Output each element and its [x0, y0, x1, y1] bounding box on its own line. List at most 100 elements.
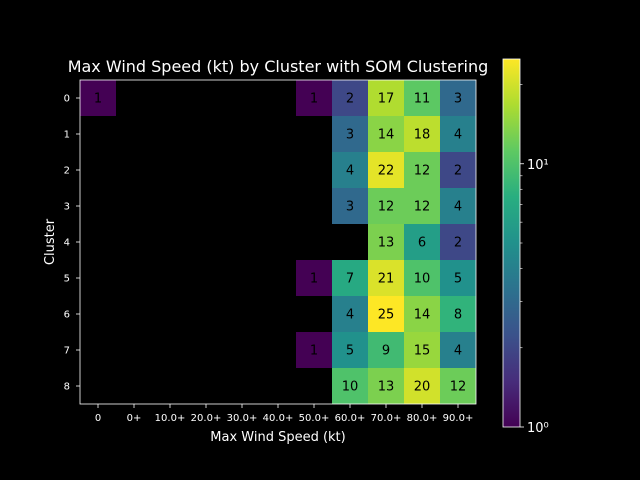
heatmap-cell	[440, 332, 476, 368]
heatmap-cell	[404, 368, 440, 404]
cell-value-label: 25	[378, 308, 395, 323]
x-tick-label: 80.0+	[407, 413, 438, 424]
heatmap-cell	[332, 368, 368, 404]
heatmap-cell	[296, 260, 332, 296]
y-tick-label: 3	[64, 202, 70, 213]
cell-value-label: 12	[414, 164, 431, 179]
cell-value-label: 7	[346, 272, 354, 287]
cell-value-label: 4	[346, 308, 354, 323]
heatmap-cell	[368, 260, 404, 296]
x-tick-label: 20.0+	[191, 413, 222, 424]
cell-value-label: 21	[378, 272, 395, 287]
cell-value-label: 14	[414, 308, 431, 323]
cell-value-label: 22	[378, 164, 395, 179]
cell-value-label: 17	[378, 92, 395, 107]
heatmap-cell	[368, 188, 404, 224]
heatmap-cell	[440, 260, 476, 296]
y-tick-label: 0	[64, 94, 70, 105]
x-tick-label: 40.0+	[263, 413, 294, 424]
heatmap-cell	[332, 152, 368, 188]
cell-value-label: 6	[418, 236, 426, 251]
y-tick-label: 7	[64, 346, 70, 357]
heatmap-cell	[404, 224, 440, 260]
x-tick-label: 0+	[127, 413, 142, 424]
heatmap-cell	[404, 152, 440, 188]
cell-value-label: 12	[414, 200, 431, 215]
cell-value-label: 10	[342, 380, 359, 395]
heatmap-cell	[404, 188, 440, 224]
x-tick-label: 30.0+	[227, 413, 258, 424]
cell-value-label: 8	[454, 308, 462, 323]
heatmap-cell	[404, 80, 440, 116]
heatmap-cell	[440, 80, 476, 116]
heatmap-cell	[440, 368, 476, 404]
x-axis-label: Max Wind Speed (kt)	[210, 430, 345, 445]
cell-value-label: 3	[346, 128, 354, 143]
cell-value-label: 10	[414, 272, 431, 287]
cell-value-label: 1	[310, 344, 318, 359]
cell-value-label: 1	[94, 92, 102, 107]
colorbar-ticks: 10⁰ 10¹	[520, 84, 549, 436]
heatmap-cell	[332, 188, 368, 224]
heatmap-cell	[404, 296, 440, 332]
heatmap-cell	[368, 296, 404, 332]
cell-value-label: 14	[378, 128, 395, 143]
cell-value-label: 1	[310, 272, 318, 287]
y-tick-label: 8	[64, 382, 70, 393]
cell-value-label: 3	[454, 92, 462, 107]
y-tick-label: 1	[64, 130, 70, 141]
cell-value-label: 18	[414, 128, 431, 143]
heatmap-cell	[368, 224, 404, 260]
cell-value-label: 4	[346, 164, 354, 179]
cell-value-label: 4	[454, 344, 462, 359]
chart-title: Max Wind Speed (kt) by Cluster with SOM …	[68, 57, 489, 76]
cell-value-label: 5	[346, 344, 354, 359]
heatmap-cell	[296, 80, 332, 116]
cell-value-label: 2	[346, 92, 354, 107]
colorbar-tick-label: 10⁰	[527, 421, 549, 436]
cell-value-label: 1	[310, 92, 318, 107]
cell-value-label: 2	[454, 164, 462, 179]
cell-value-label: 2	[454, 236, 462, 251]
heatmap-cells: 1 1 2 17 11 33 14 18 44 22 12 23 12 12 413 6 21 7 21 10 54 25…	[80, 80, 476, 404]
cell-value-label: 5	[454, 272, 462, 287]
heatmap-cell	[440, 224, 476, 260]
heatmap-cell	[332, 332, 368, 368]
x-axis-ticks: 0 0+ 10.0+ 20.0+ 30.0+ 40.0+ 50.0+ 60.0+ 70.0+ 80…	[95, 404, 474, 424]
heatmap-cell	[368, 332, 404, 368]
heatmap-cell	[368, 80, 404, 116]
heatmap-cell	[332, 80, 368, 116]
x-tick-label: 60.0+	[335, 413, 366, 424]
heatmap-cell	[368, 152, 404, 188]
cell-value-label: 12	[450, 380, 467, 395]
cell-value-label: 15	[414, 344, 431, 359]
cell-value-label: 4	[454, 128, 462, 143]
heatmap-cell	[80, 80, 116, 116]
colorbar	[503, 59, 520, 427]
heatmap-cell	[440, 296, 476, 332]
cell-value-label: 20	[414, 380, 431, 395]
y-tick-label: 4	[64, 238, 70, 249]
heatmap-cell	[440, 152, 476, 188]
y-tick-label: 2	[64, 166, 70, 177]
y-axis-ticks: 0 1 2 3 4 5 6 7 8	[64, 94, 80, 393]
heatmap-cell	[404, 260, 440, 296]
cell-value-label: 9	[382, 344, 390, 359]
x-tick-label: 10.0+	[155, 413, 186, 424]
heatmap-cell	[368, 116, 404, 152]
heatmap-cell	[368, 368, 404, 404]
cell-value-label: 13	[378, 236, 395, 251]
cell-value-label: 4	[454, 200, 462, 215]
heatmap-cell	[332, 116, 368, 152]
heatmap-cell	[440, 116, 476, 152]
y-tick-label: 5	[64, 274, 70, 285]
colorbar-tick-label: 10¹	[527, 158, 549, 173]
x-tick-label: 90.0+	[443, 413, 474, 424]
heatmap-cell	[440, 188, 476, 224]
heatmap-cell	[332, 260, 368, 296]
cell-value-label: 3	[346, 200, 354, 215]
cell-value-label: 11	[414, 92, 431, 107]
cell-value-label: 12	[378, 200, 395, 215]
x-tick-label: 70.0+	[371, 413, 402, 424]
